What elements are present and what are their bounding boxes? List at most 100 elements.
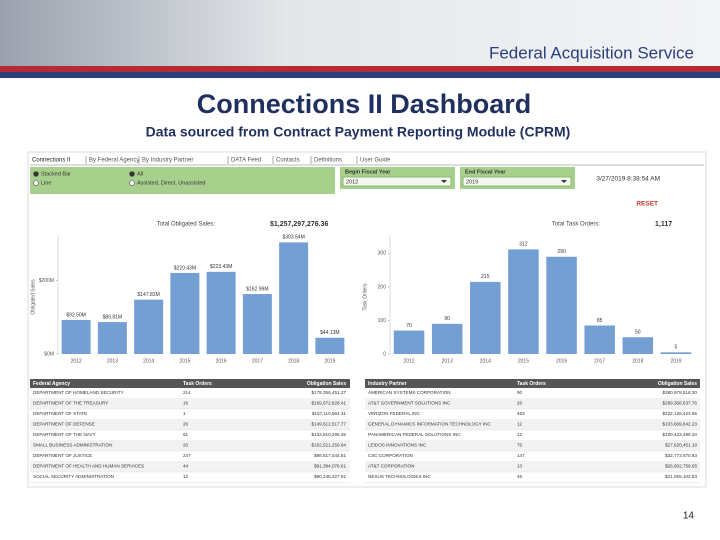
reset-button[interactable]: RESET — [636, 201, 658, 208]
x-tick-label: 2016 — [556, 358, 567, 364]
cell: $91,394,078.61 — [314, 464, 346, 469]
cell: $179,356,451.27 — [312, 390, 347, 395]
bar — [584, 325, 615, 354]
bar — [315, 337, 345, 354]
filter-panel — [30, 167, 335, 194]
cell: $26,902,759.65 — [665, 464, 697, 469]
y-axis-label: Task Orders — [362, 283, 368, 310]
value-label: $92.50M — [66, 312, 85, 318]
cell: $132,810,295.45 — [312, 432, 347, 437]
column-header: Task Orders — [183, 381, 212, 387]
radio[interactable] — [129, 171, 135, 177]
bar — [242, 294, 272, 354]
column-header: Obligation Sales — [658, 381, 697, 387]
row-stripe — [30, 440, 350, 451]
cell: $90,245,227.91 — [314, 474, 346, 479]
bar — [393, 330, 425, 354]
row-stripe — [30, 398, 350, 409]
tab[interactable]: Connections II — [32, 158, 71, 164]
cell: $149,612,517.77 — [312, 422, 347, 427]
x-tick-label: 2012 — [71, 358, 82, 364]
cell: 13 — [517, 464, 523, 469]
cell: AT&T CORPORATION — [368, 464, 414, 469]
cell: DEPARTMENT OF HEALTH AND HUMAN SERVICES — [33, 464, 144, 469]
value-label: 5 — [675, 345, 678, 351]
cell: 44 — [183, 464, 189, 469]
end-year-label: End Fiscal Year — [465, 169, 506, 175]
value-label: $223.43M — [210, 264, 232, 270]
x-tick-label: 2019 — [670, 358, 681, 364]
bar — [206, 271, 236, 354]
cell: CSC CORPORATION — [368, 453, 413, 458]
tab[interactable]: By Industry Partner — [142, 158, 193, 164]
radio[interactable] — [33, 180, 39, 186]
bar — [170, 272, 200, 354]
radio[interactable] — [33, 171, 39, 177]
blue-stripe — [0, 72, 720, 78]
x-tick-label: 2015 — [518, 358, 529, 364]
value-label: $162.99M — [246, 286, 268, 292]
cell: DEPARTMENT OF STATE — [33, 411, 87, 416]
value-label: $86.81M — [103, 314, 122, 320]
row-stripe — [365, 461, 700, 472]
begin-year-select[interactable] — [342, 176, 452, 187]
tab[interactable]: DATA Feed — [231, 158, 261, 164]
y-tick-label: 200 — [378, 284, 387, 290]
tab[interactable]: By Federal Agency — [89, 158, 139, 164]
summary-label: Total Obligated Sales: — [157, 222, 216, 228]
summary-value: $1,257,297,276.36 — [270, 221, 328, 228]
value-label: 312 — [519, 242, 528, 248]
radio[interactable] — [129, 180, 135, 186]
x-tick-label: 2013 — [107, 358, 118, 364]
cell: 46 — [517, 474, 523, 479]
cell: SOCIAL SECURITY ADMINISTRATION — [33, 474, 114, 479]
tab[interactable]: Definitions — [314, 158, 342, 164]
radio-label: Stacked Bar — [41, 171, 71, 177]
cell: NEXUS TECHNOLOGIES INC — [368, 474, 431, 479]
cell: AT&T GOVERNMENT SOLUTIONS INC — [368, 401, 451, 406]
x-tick-label: 2018 — [632, 358, 643, 364]
cell: DEPARTMENT OF HOMELAND SECURITY — [33, 390, 124, 395]
x-tick-label: 2017 — [252, 358, 263, 364]
tab[interactable]: Contacts — [276, 158, 300, 164]
bar — [470, 281, 501, 354]
header-banner — [0, 0, 720, 66]
cell: $103,669,842.23 — [663, 422, 698, 427]
cell: SMALL BUSINESS ADMINISTRATION — [33, 443, 112, 448]
cell: 214 — [183, 390, 191, 395]
value-label: 70 — [406, 323, 412, 329]
bar — [660, 352, 692, 354]
cell: $169,672,828.41 — [312, 401, 347, 406]
cell: 463 — [517, 411, 525, 416]
red-stripe — [0, 66, 720, 72]
value-label: $303.54M — [283, 235, 305, 241]
end-year-value: 2019 — [466, 179, 478, 185]
cell: PANAMERICAN FEDERAL SOLUTIONS INC — [368, 432, 461, 437]
cell: $289,368,637.76 — [663, 401, 698, 406]
cell: DEPARTMENT OF THE TREASURY — [33, 401, 108, 406]
value-label: 50 — [635, 330, 641, 336]
table-header — [30, 379, 350, 388]
y-tick-label: 300 — [378, 251, 387, 257]
cell: 12 — [517, 422, 523, 427]
tab[interactable]: User Guide — [360, 158, 391, 164]
value-label: 90 — [444, 316, 450, 322]
cell: DEPARTMENT OF THE NAVY — [33, 432, 96, 437]
table-header — [365, 379, 700, 388]
bar — [97, 322, 127, 354]
value-label: $44.13M — [320, 330, 339, 336]
slide-subtitle: Data sourced from Contract Payment Repor… — [146, 124, 571, 140]
value-label: 215 — [481, 274, 490, 280]
x-tick-label: 2013 — [442, 358, 453, 364]
cell: 12 — [183, 474, 189, 479]
radio-label: All — [137, 171, 143, 177]
end-year-select[interactable] — [462, 176, 572, 187]
radio-label: Assisted, Direct, Unassisted — [137, 180, 205, 186]
summary-value: 1,117 — [655, 221, 672, 228]
column-header: Task Orders — [517, 381, 546, 387]
cell: DEPARTMENT OF DEFENSE — [33, 422, 95, 427]
cell: $98,817,544.81 — [314, 453, 346, 458]
column-header: Federal Agency — [33, 381, 70, 387]
timestamp: 3/27/2019 8:38:54 AM — [596, 176, 660, 183]
